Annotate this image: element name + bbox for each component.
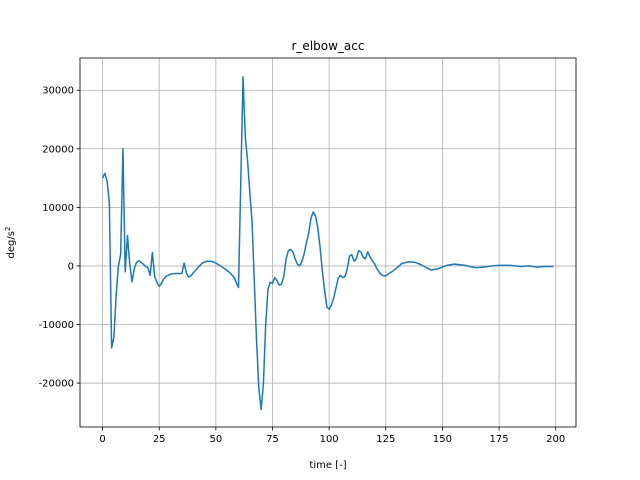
x-tick-label: 100: [320, 434, 339, 445]
x-axis-label: time [-]: [309, 460, 346, 471]
x-tick-label: 75: [266, 434, 279, 445]
x-tick-label: 150: [433, 434, 452, 445]
y-axis-label-base: deg/s: [6, 231, 17, 258]
y-tick-label: 20000: [42, 144, 74, 155]
grid-layer: [80, 58, 576, 427]
y-tick-label: 30000: [42, 86, 74, 97]
y-tick-label: 10000: [42, 203, 74, 214]
y-tick-label: -10000: [39, 320, 74, 331]
x-tick-label: 175: [490, 434, 509, 445]
x-tick-label: 125: [376, 434, 395, 445]
x-tick-label: 0: [99, 434, 105, 445]
x-tick-label: 25: [153, 434, 166, 445]
y-axis-label: deg/s2: [4, 227, 17, 259]
series-line: [101, 75, 554, 411]
chart-title: r_elbow_acc: [292, 39, 365, 53]
x-tick-label: 200: [546, 434, 565, 445]
y-tick-label: 0: [68, 261, 74, 272]
plot-frame: [79, 57, 577, 428]
y-axis-label-exponent: 2: [4, 227, 12, 231]
series-layer: [101, 75, 554, 411]
y-tick-label: -20000: [39, 379, 74, 390]
x-tick-label: 50: [209, 434, 222, 445]
ticks-layer: 0 25 50 75 100 125 150 175 200 -20000 -10000 0 10000…: [39, 86, 566, 445]
